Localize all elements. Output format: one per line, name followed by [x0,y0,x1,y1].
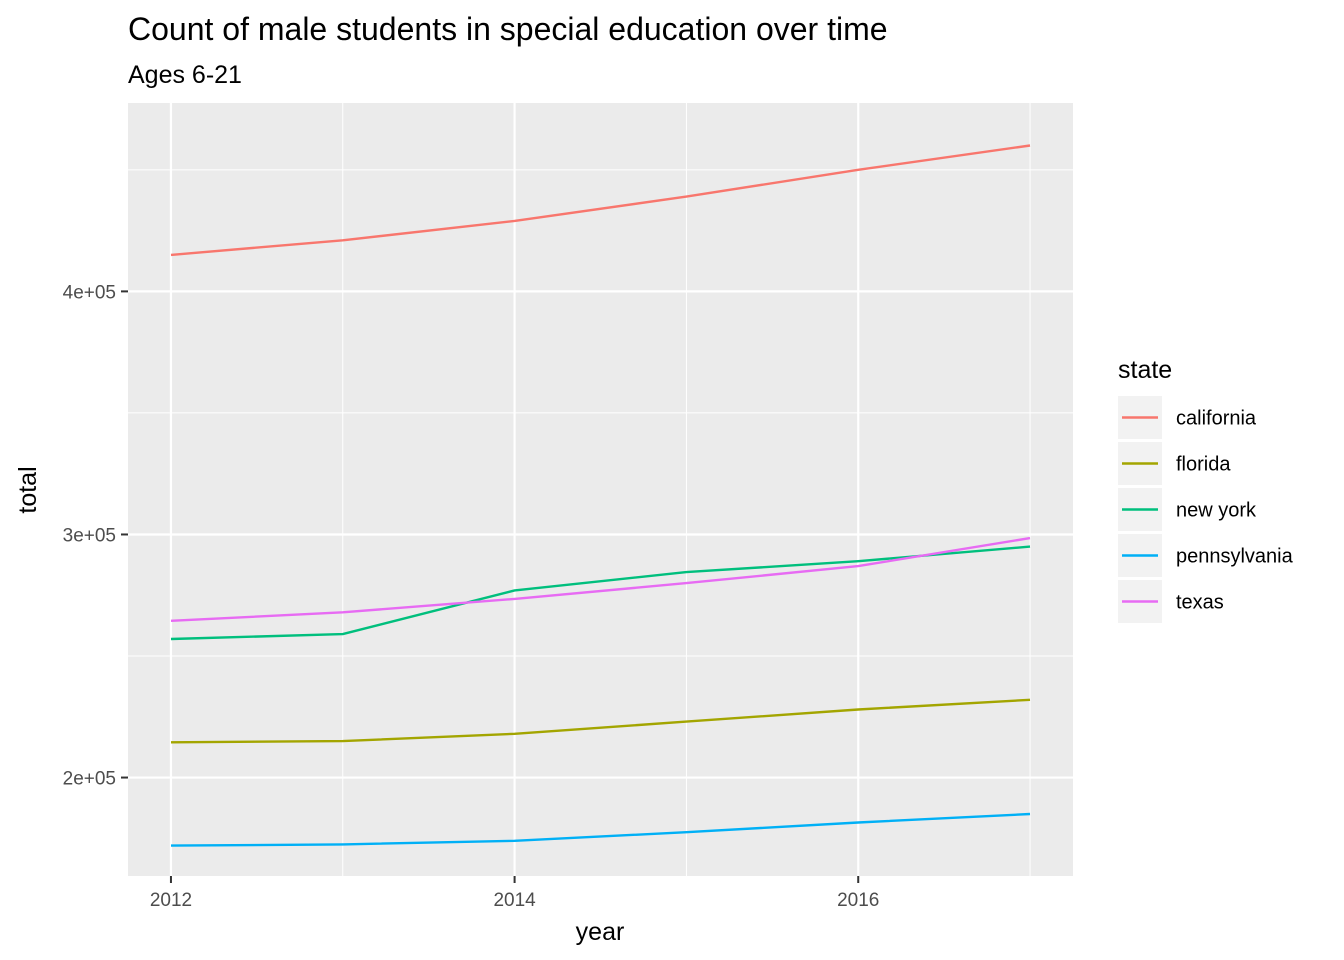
y-tick-label: 2e+05 [63,769,116,790]
legend: state california florida new york pennsylva… [1118,356,1294,623]
y-axis-title: total [14,466,42,513]
minor-gridlines [128,103,1073,876]
plot-panel [128,103,1073,876]
series-line-california [170,144,1031,257]
y-tick-label: 4e+05 [63,282,116,303]
series-line-florida [170,698,1031,744]
x-tick-label: 2012 [150,890,192,911]
chart-subtitle: Ages 6-21 [128,61,242,89]
legend-title: state [1118,356,1172,384]
series-lines [170,144,1031,847]
series-line-texas [170,536,1031,622]
legend-label-texas: texas [1176,592,1224,614]
legend-label-florida: florida [1176,454,1231,476]
y-axis: 2e+05 3e+05 4e+05 [63,282,128,790]
x-axis: 2012 2014 2016 [150,876,879,911]
legend-label-california: california [1176,408,1257,430]
series-line-pennsylvania [170,812,1031,847]
x-tick-label: 2014 [493,890,536,911]
legend-label-new-york: new york [1176,500,1257,522]
y-tick-label: 3e+05 [63,525,116,546]
chart-title: Count of male students in special educat… [128,11,888,47]
series-line-new-york [170,545,1031,641]
legend-label-pennsylvania: pennsylvania [1176,546,1294,568]
major-gridlines [128,103,1073,876]
x-axis-title: year [576,918,625,946]
x-tick-label: 2016 [837,890,879,911]
